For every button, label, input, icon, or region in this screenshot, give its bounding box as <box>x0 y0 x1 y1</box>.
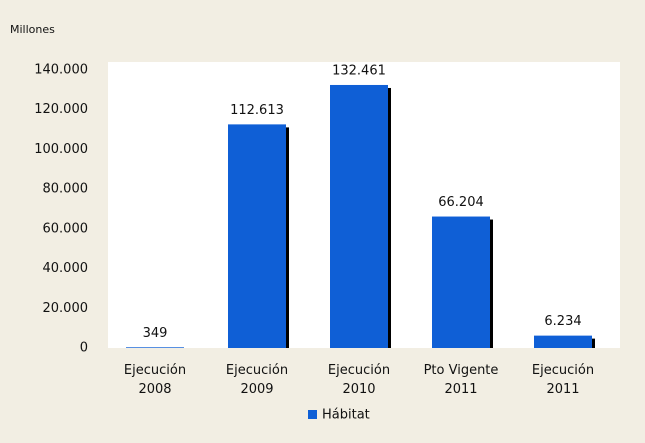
data-label: 132.461 <box>332 63 386 78</box>
y-axis-label: Millones <box>10 23 55 36</box>
bar <box>432 216 490 348</box>
legend-swatch <box>308 410 317 419</box>
y-tick-label: 120.000 <box>34 102 88 117</box>
bar <box>330 84 388 348</box>
y-tick-label: 20.000 <box>43 301 89 316</box>
bar <box>126 347 184 348</box>
data-label: 6.234 <box>544 314 581 329</box>
bar <box>228 124 286 349</box>
y-tick-label: 40.000 <box>43 261 89 276</box>
legend-label: Hábitat <box>322 408 370 423</box>
y-tick-label: 100.000 <box>34 142 88 157</box>
y-tick-label: 60.000 <box>43 221 89 236</box>
data-label: 112.613 <box>230 103 284 118</box>
y-tick-label: 80.000 <box>43 182 89 197</box>
y-tick-label: 0 <box>80 341 88 356</box>
data-label: 66.204 <box>438 195 484 210</box>
data-label: 349 <box>143 326 168 341</box>
x-tick-label: Pto Vigente 2011 <box>424 363 499 397</box>
x-tick-label: Ejecución 2011 <box>532 363 594 397</box>
y-tick-label: 140.000 <box>34 63 88 78</box>
bar <box>534 335 592 348</box>
x-tick-label: Ejecución 2008 <box>124 363 186 397</box>
x-tick-label: Ejecución 2009 <box>226 363 288 397</box>
x-tick-label: Ejecución 2010 <box>328 363 390 397</box>
